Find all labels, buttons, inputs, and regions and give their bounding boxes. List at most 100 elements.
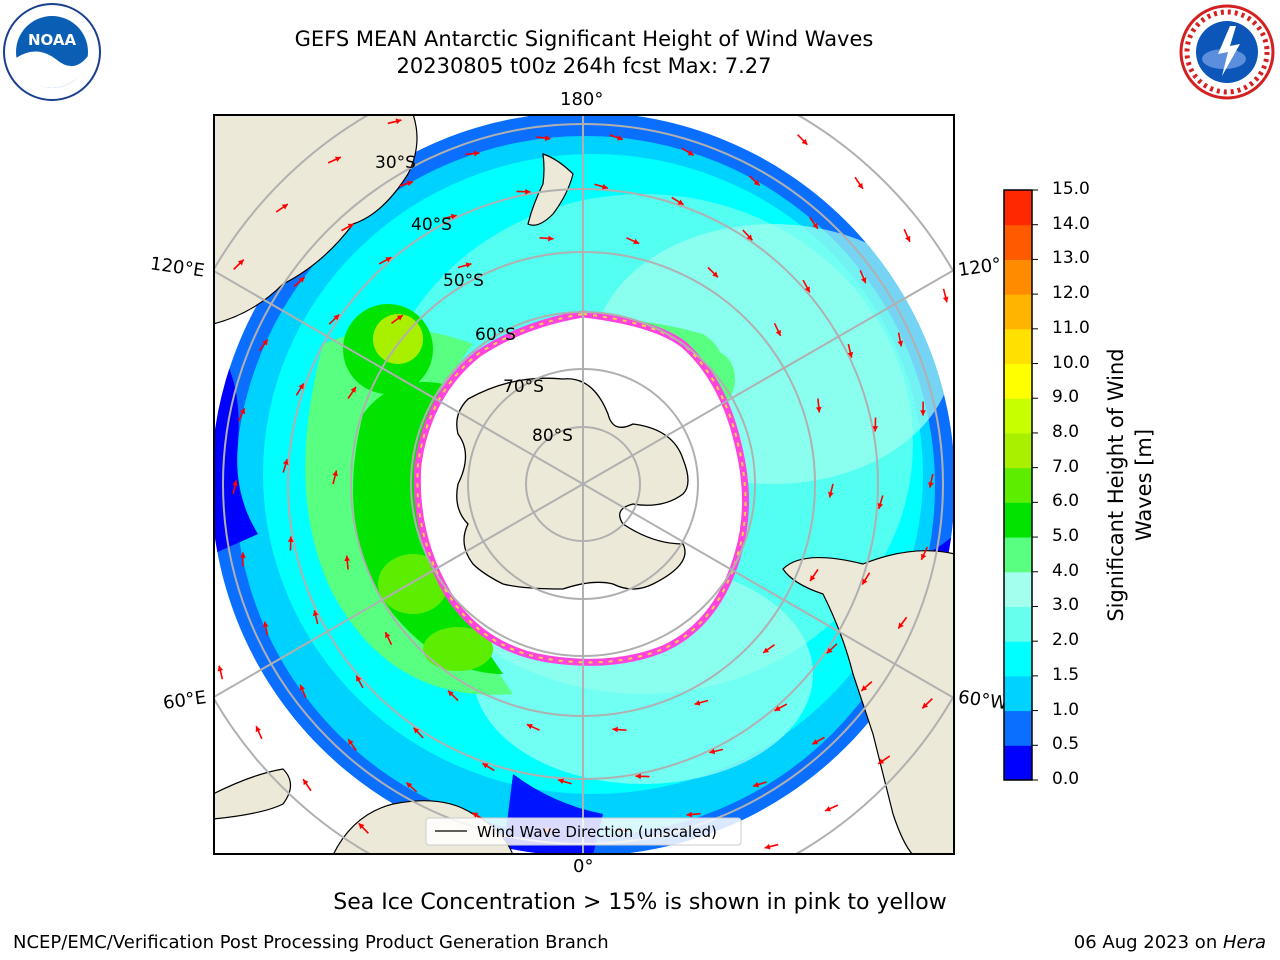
wind-wave-arrowhead [861, 685, 868, 691]
wind-wave-arrowhead [395, 118, 402, 125]
colorbar-tick-label: 4.0 [1052, 560, 1080, 581]
wind-wave-arrowhead [815, 406, 822, 413]
colorbar-tick-label: 12.0 [1052, 283, 1090, 304]
colorbar-tick-label: 1.0 [1052, 699, 1080, 720]
colorbar-tick-label: 9.0 [1052, 387, 1080, 408]
wind-wave-arrowhead [385, 632, 391, 639]
wind-wave-arrowhead [872, 426, 879, 432]
lat-label-70s: 70°S [503, 377, 544, 397]
colorbar-label-line1: Significant Height of Wind [1104, 348, 1128, 622]
colorbar-tick-label: 5.0 [1052, 526, 1080, 547]
legend-label: Wind Wave Direction (unscaled) [477, 823, 717, 841]
wind-wave-arrowhead [897, 340, 904, 347]
wind-wave-arrowhead [350, 386, 356, 393]
colorbar-tick-label: 14.0 [1052, 213, 1090, 234]
colorbar-tick-label: 2.0 [1052, 630, 1080, 651]
wind-wave-arrowhead [334, 156, 341, 162]
wind-wave-arrowhead [240, 552, 246, 558]
wind-wave-arrowhead [413, 727, 420, 734]
wind-wave-arrowhead [281, 204, 288, 210]
antarctica-land [456, 377, 689, 590]
footer-machine: Hera [1222, 932, 1266, 953]
wind-wave-arrowhead [287, 536, 294, 542]
wind-wave-arrowhead [774, 705, 781, 711]
colorbar-tick-label: 8.0 [1052, 421, 1080, 442]
wind-wave-arrowhead [810, 575, 816, 582]
colorbar-tick-label: 11.0 [1052, 317, 1090, 338]
wind-wave-arrowhead [709, 748, 716, 755]
colorbar-segment [1004, 398, 1032, 434]
colorbar [1003, 189, 1038, 781]
sea-ice-note: Sea Ice Concentration > 15% is shown in … [333, 890, 947, 915]
wind-wave-arrowhead [303, 779, 309, 786]
wind-wave-arrows [217, 118, 949, 850]
colorbar-segment [1004, 502, 1032, 538]
footer-date-text: 06 Aug 2023 on [1073, 932, 1223, 953]
wind-wave-arrowhead [687, 150, 694, 156]
lat-label-40s: 40°S [411, 215, 452, 235]
new-zealand-land [527, 153, 574, 226]
lat-label-80s: 80°S [532, 426, 573, 446]
wind-wave-arrowhead [602, 183, 608, 190]
wind-wave-arrowhead [862, 578, 868, 585]
wind-wave-arrowhead [694, 700, 701, 706]
wind-wave-arrowhead [942, 296, 949, 303]
wind-wave-arrowhead [922, 702, 929, 709]
wind-wave-arrowhead [812, 222, 818, 229]
colorbar-segment [1004, 467, 1032, 503]
noaa-logo-text: NOAA [28, 31, 77, 49]
graticule [213, 114, 955, 855]
wave-peak [373, 314, 423, 364]
polar-map: 30°S 40°S 50°S 60°S 70°S 80°S Wind Wave … [213, 114, 955, 855]
wind-wave-arrowhead [612, 726, 618, 733]
colorbar-segment [1004, 675, 1032, 712]
footer-branch: NCEP/EMC/Verification Post Processing Pr… [13, 932, 609, 953]
colorbar-label-line2: Waves [m] [1132, 428, 1156, 542]
colorbar-tick-label: 3.0 [1052, 595, 1080, 616]
wind-wave-arrowhead [686, 811, 693, 818]
wind-wave-arrowhead [746, 234, 753, 241]
lon-label-0: 0° [573, 856, 594, 877]
wind-wave-arrowhead [544, 135, 551, 141]
wind-wave-arrowhead [526, 723, 533, 730]
wind-wave-arrowhead [826, 647, 833, 654]
wind-wave-arrowhead [312, 610, 319, 617]
wind-wave-arrowhead [525, 188, 531, 195]
wind-wave-arrowhead [385, 257, 392, 263]
colorbar-segment [1004, 363, 1032, 399]
chart-title: GEFS MEAN Antarctic Significant Height o… [294, 27, 874, 51]
lon-label-180: 180° [560, 89, 604, 110]
wind-wave-arrowhead [753, 179, 760, 186]
wind-wave-arrowhead [450, 213, 457, 220]
wind-wave-arrowhead [905, 235, 911, 242]
wind-wave-arrowhead [255, 726, 261, 733]
wind-wave-arrowhead [465, 262, 472, 268]
colorbar-tick-label: 0.0 [1052, 769, 1080, 789]
wind-wave-arrowhead [473, 150, 480, 157]
colorbar-tick-label: 10.0 [1052, 352, 1090, 373]
lon-label-120w: 120° [956, 254, 1003, 281]
wind-wave-arrowhead [333, 314, 340, 321]
wind-wave-arrowhead [775, 329, 781, 336]
wind-wave-arrowhead [857, 182, 863, 189]
wind-wave-arrowhead [617, 135, 623, 141]
wind-wave-arrowhead [861, 277, 867, 284]
wind-wave-arrowhead [753, 781, 760, 788]
wind-wave-arrowhead [812, 739, 819, 745]
wind-wave-arrowhead [356, 675, 362, 682]
colorbar-tick-label: 7.0 [1052, 456, 1080, 477]
wind-wave-arrowhead [348, 739, 354, 746]
lat-label-50s: 50°S [443, 271, 484, 291]
wind-wave-arrowhead [763, 647, 770, 653]
colorbar-segment [1004, 606, 1032, 642]
wind-wave-arrowhead [232, 480, 238, 487]
wind-wave-arrowhead [282, 459, 289, 465]
wind-wave-arrowhead [828, 491, 834, 498]
wind-wave-arrowhead [677, 199, 684, 205]
colorbar-segment [1004, 710, 1032, 746]
colorbar-segment [1004, 224, 1032, 260]
wind-wave-arrowhead [898, 622, 904, 629]
colorbar-segment [1004, 537, 1032, 573]
colorbar-frame [1003, 189, 1033, 781]
colorbar-tick-label: 6.0 [1052, 491, 1080, 512]
